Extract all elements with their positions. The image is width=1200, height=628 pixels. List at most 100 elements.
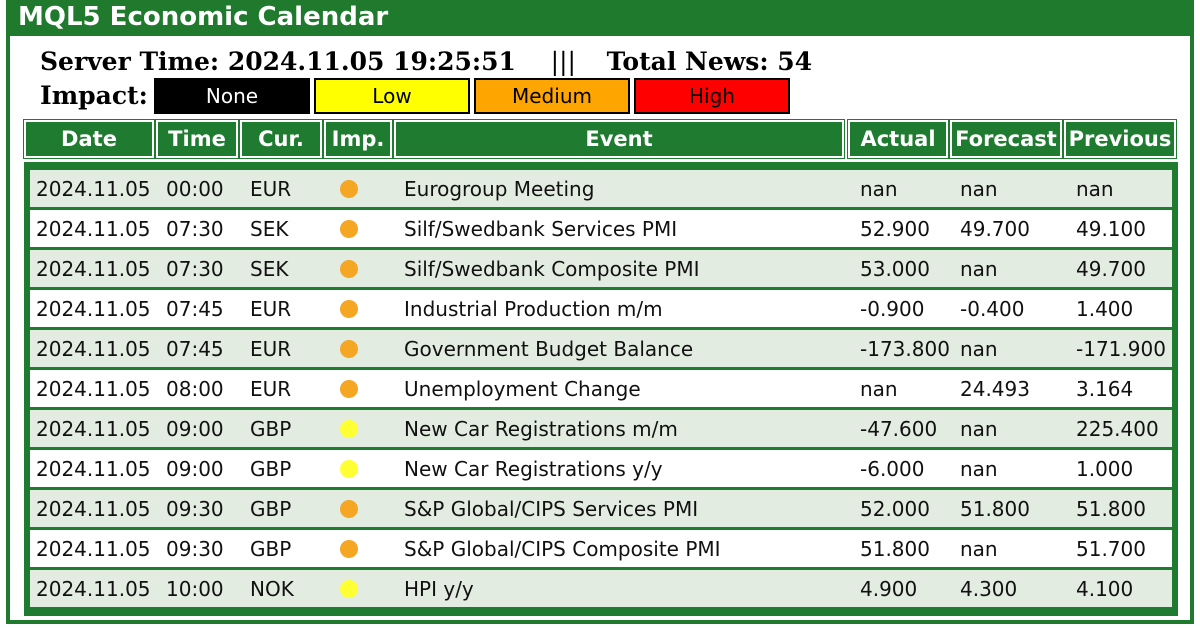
impact-label: Impact: (40, 81, 148, 110)
cell-event: Silf/Swedbank Composite PMI (404, 257, 700, 281)
cell-previous: 225.400 (1076, 417, 1159, 441)
cell-forecast: nan (960, 257, 998, 281)
cell-previous: 49.700 (1076, 257, 1146, 281)
cell-event: New Car Registrations y/y (404, 457, 663, 481)
table-footer (24, 610, 1178, 616)
medium-impact-dot-icon (340, 260, 358, 278)
cell-actual: 52.900 (860, 217, 930, 241)
cell-cur: EUR (250, 297, 292, 321)
table-row[interactable]: 2024.11.05 07:30 SEK Silf/Swedbank Composit… (30, 250, 1172, 288)
cell-cur: SEK (250, 257, 289, 281)
low-impact-dot-icon (340, 580, 358, 598)
cell-previous: -171.900 (1076, 337, 1166, 361)
table-row[interactable]: 2024.11.05 08:00 EUR Unemployment Change nan… (30, 370, 1172, 408)
impact-medium-button[interactable]: Medium (474, 78, 630, 114)
impact-none-button[interactable]: None (154, 78, 310, 114)
table-row[interactable]: 2024.11.05 09:00 GBP New Car Registrations … (30, 410, 1172, 448)
header-previous[interactable]: Previous (1063, 119, 1177, 159)
cell-actual: -173.800 (860, 337, 950, 361)
cell-forecast: nan (960, 457, 998, 481)
cell-event: Unemployment Change (404, 377, 641, 401)
cell-forecast: nan (960, 417, 998, 441)
server-time: Server Time: 2024.11.05 19:25:51 (40, 47, 516, 76)
impact-high-button[interactable]: High (634, 78, 790, 114)
cell-actual: nan (860, 377, 898, 401)
cell-forecast: 49.700 (960, 217, 1030, 241)
cell-actual: 53.000 (860, 257, 930, 281)
cell-previous: 1.000 (1076, 457, 1134, 481)
cell-previous: 1.400 (1076, 297, 1134, 321)
cell-forecast: nan (960, 177, 998, 201)
medium-impact-dot-icon (340, 340, 358, 358)
cell-event: S&P Global/CIPS Composite PMI (404, 537, 721, 561)
cell-actual: 51.800 (860, 537, 930, 561)
cell-cur: EUR (250, 177, 292, 201)
cell-cur: NOK (250, 577, 294, 601)
cell-cur: GBP (250, 537, 292, 561)
medium-impact-dot-icon (340, 500, 358, 518)
server-info: Server Time: 2024.11.05 19:25:51 ||| Tot… (40, 46, 820, 78)
cell-event: Silf/Swedbank Services PMI (404, 217, 678, 241)
cell-previous: 4.100 (1076, 577, 1134, 601)
table-row[interactable]: 2024.11.05 07:30 SEK Silf/Swedbank Services… (30, 210, 1172, 248)
table-row[interactable]: 2024.11.05 09:30 GBP S&P Global/CIPS Servic… (30, 490, 1172, 528)
header-forecast[interactable]: Forecast (949, 119, 1063, 159)
cell-time: 09:30 (166, 537, 224, 561)
cell-time: 10:00 (166, 577, 224, 601)
low-impact-dot-icon (340, 420, 358, 438)
cell-date: 2024.11.05 (36, 217, 151, 241)
header-actual[interactable]: Actual (847, 119, 949, 159)
cell-actual: -0.900 (860, 297, 925, 321)
cell-previous: 3.164 (1076, 377, 1134, 401)
cell-time: 08:00 (166, 377, 224, 401)
cell-previous: 51.800 (1076, 497, 1146, 521)
cell-actual: nan (860, 177, 898, 201)
cell-time: 09:00 (166, 457, 224, 481)
events-table: 2024.11.05 00:00 EUR Eurogroup Meeting nan na… (24, 162, 1178, 610)
calendar-body: Server Time: 2024.11.05 19:25:51 ||| Tot… (10, 36, 1190, 620)
cell-date: 2024.11.05 (36, 257, 151, 281)
header-currency[interactable]: Cur. (239, 119, 323, 159)
cell-cur: GBP (250, 417, 292, 441)
cell-event: Government Budget Balance (404, 337, 694, 361)
cell-previous: 49.100 (1076, 217, 1146, 241)
medium-impact-dot-icon (340, 220, 358, 238)
cell-previous: nan (1076, 177, 1114, 201)
cell-forecast: 51.800 (960, 497, 1030, 521)
table-row[interactable]: 2024.11.05 09:30 GBP S&P Global/CIPS Compos… (30, 530, 1172, 568)
header-date[interactable]: Date (23, 119, 155, 159)
cell-event: HPI y/y (404, 577, 474, 601)
cell-date: 2024.11.05 (36, 497, 151, 521)
cell-time: 07:30 (166, 217, 224, 241)
table-row[interactable]: 2024.11.05 07:45 EUR Government Budget Bala… (30, 330, 1172, 368)
cell-forecast: 4.300 (960, 577, 1018, 601)
cell-previous: 51.700 (1076, 537, 1146, 561)
cell-actual: -47.600 (860, 417, 938, 441)
cell-date: 2024.11.05 (36, 377, 151, 401)
cell-cur: EUR (250, 377, 292, 401)
cell-time: 09:00 (166, 417, 224, 441)
calendar-panel: MQL5 Economic Calendar Server Time: 2024… (6, 0, 1194, 624)
header-impact[interactable]: Imp. (323, 119, 393, 159)
cell-cur: SEK (250, 217, 289, 241)
app-title: MQL5 Economic Calendar (18, 2, 389, 32)
impact-low-button[interactable]: Low (314, 78, 470, 114)
cell-time: 07:45 (166, 297, 224, 321)
table-row[interactable]: 2024.11.05 00:00 EUR Eurogroup Meeting nan na… (30, 170, 1172, 208)
cell-time: 00:00 (166, 177, 224, 201)
cell-event: Eurogroup Meeting (404, 177, 595, 201)
medium-impact-dot-icon (340, 540, 358, 558)
header-event[interactable]: Event (393, 119, 845, 159)
header-time[interactable]: Time (155, 119, 239, 159)
cell-forecast: 24.493 (960, 377, 1030, 401)
cell-cur: GBP (250, 457, 292, 481)
cell-date: 2024.11.05 (36, 457, 151, 481)
cell-date: 2024.11.05 (36, 537, 151, 561)
cell-actual: 52.000 (860, 497, 930, 521)
cell-date: 2024.11.05 (36, 337, 151, 361)
table-row[interactable]: 2024.11.05 10:00 NOK HPI y/y 4.900 4.300 4.100 (30, 570, 1172, 608)
table-row[interactable]: 2024.11.05 07:45 EUR Industrial Production … (30, 290, 1172, 328)
table-row[interactable]: 2024.11.05 09:00 GBP New Car Registrations … (30, 450, 1172, 488)
medium-impact-dot-icon (340, 300, 358, 318)
cell-event: Industrial Production m/m (404, 297, 663, 321)
